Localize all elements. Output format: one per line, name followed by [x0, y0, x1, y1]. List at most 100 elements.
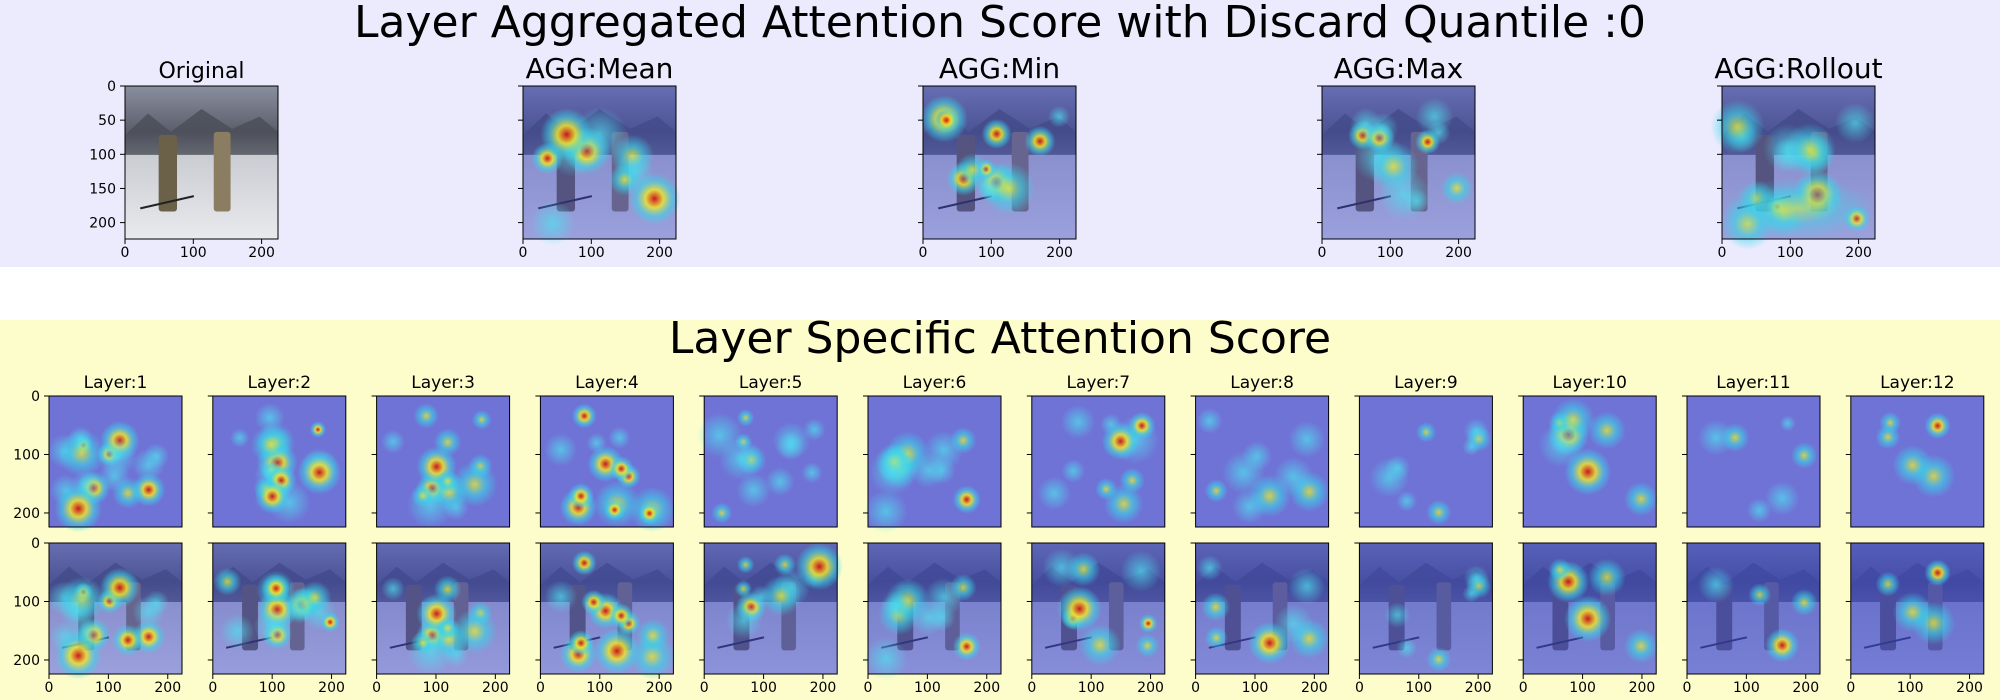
layer-attention-panel: Layer:6 — [863, 373, 1002, 534]
attention-blob — [1790, 442, 1818, 469]
attention-blob — [112, 624, 144, 656]
attention-blob — [544, 580, 578, 614]
attention-blob — [571, 550, 597, 576]
layer-attention-panel: Layer:8 — [1190, 373, 1330, 528]
axes-frame — [922, 85, 1077, 240]
layer-attention-panel: Layer:11 — [1682, 373, 1821, 528]
attention-blob — [736, 555, 755, 574]
x-tick-label: 200 — [1956, 680, 1983, 696]
ski — [140, 195, 195, 210]
layer-overlay-panel: 0 100 200 — [863, 542, 1002, 696]
attention-blob — [1204, 479, 1228, 503]
attention-blob — [1384, 602, 1411, 628]
attention-blob — [864, 489, 908, 534]
y-tick-label: 200 — [13, 653, 40, 669]
attention-blob — [54, 484, 103, 533]
layer-overlay-panel: 0 100 200 — [371, 542, 511, 696]
axes-frame — [376, 395, 511, 528]
attention-blob — [638, 502, 661, 525]
attention-blob — [1288, 420, 1326, 458]
axes-frame — [1850, 395, 1985, 528]
attention-blob — [309, 421, 327, 438]
panel-title: Layer:6 — [903, 373, 967, 393]
attention-blob — [1103, 484, 1144, 524]
layer-overlay-panel: 0 100 200 — [1354, 542, 1493, 696]
x-tick-label: 100 — [586, 680, 613, 696]
attention-blob — [1365, 112, 1399, 146]
x-tick-label: 0 — [121, 245, 130, 261]
attention-blob — [1201, 592, 1231, 622]
x-tick-label: 0 — [1355, 680, 1364, 696]
attention-blob — [1551, 398, 1595, 442]
attention-blob — [452, 608, 498, 654]
panel-title: Original — [158, 59, 244, 84]
x-tick-label: 0 — [1718, 245, 1727, 261]
x-tick-label: 200 — [154, 680, 181, 696]
x-tick-label: 200 — [1845, 245, 1872, 261]
skier-left — [158, 134, 178, 212]
attention-blob — [1623, 481, 1659, 517]
attention-blob — [540, 108, 593, 161]
x-tick-label: 200 — [1445, 245, 1472, 261]
panel-title: AGG:Rollout — [1714, 52, 1882, 85]
layer-overlay-panel: 0 100 200 — [1518, 542, 1659, 696]
y-tick-label: 100 — [13, 447, 40, 463]
panel-title: Layer:3 — [411, 373, 475, 393]
attention-blob — [1892, 445, 1933, 486]
attention-blob — [1463, 418, 1489, 444]
attention-blob — [1710, 99, 1765, 154]
attention-blob — [760, 575, 801, 617]
x-tick-label: 200 — [1137, 680, 1164, 696]
layer-overlay-panel: 0 100 200 0 100 200 — [13, 536, 183, 696]
attention-blob — [1037, 476, 1071, 511]
attention-blob — [411, 483, 435, 508]
attention-blob — [411, 630, 435, 655]
attention-blob — [1204, 626, 1228, 650]
layer-attention-panel: Layer:7 — [1026, 373, 1166, 528]
x-tick-label: 0 — [372, 680, 381, 696]
x-tick-label: 200 — [1465, 680, 1492, 696]
axes-frame — [48, 542, 183, 675]
layer-attention-panel: Layer:1 0 100 200 — [13, 373, 183, 533]
x-tick-label: 0 — [536, 680, 545, 696]
axes-frame — [1522, 395, 1657, 528]
attention-blob — [1763, 123, 1813, 174]
attention-blob — [567, 482, 595, 510]
x-tick-label: 0 — [1846, 680, 1855, 696]
attention-blob — [143, 590, 170, 616]
attention-blob — [581, 589, 607, 615]
attention-region — [1722, 177, 1875, 239]
x-tick-label: 100 — [1733, 680, 1760, 696]
attention-blob — [1747, 498, 1772, 523]
attention-blob — [1440, 171, 1474, 205]
layer-attention-panel: Layer:5 — [696, 373, 838, 528]
attention-blob — [1426, 499, 1452, 525]
axes-frame — [1686, 542, 1821, 675]
attention-blob — [1222, 451, 1265, 494]
attention-blob — [1078, 623, 1122, 666]
attention-blob — [795, 542, 844, 591]
attention-blob — [1196, 408, 1223, 434]
attention-blob — [1135, 633, 1160, 658]
axes-frame — [376, 542, 511, 675]
attention-blob — [213, 567, 242, 596]
panel-title: Layer:2 — [247, 373, 311, 393]
attention-blob — [1396, 637, 1418, 659]
attention-blob — [608, 603, 634, 629]
attention-blob — [1748, 583, 1772, 607]
attention-blob — [250, 424, 291, 465]
attention-blob — [1415, 129, 1441, 155]
attention-blob — [586, 432, 607, 454]
attention-blob — [219, 614, 255, 649]
x-tick-label: 100 — [95, 680, 122, 696]
layer-overlay-panel: 0 100 200 — [535, 542, 676, 696]
aggregated-panel: AGG:Mean 0 100 200 — [518, 52, 681, 261]
attention-blob — [1587, 558, 1626, 597]
attention-blob — [765, 467, 795, 497]
attention-blob — [1564, 595, 1612, 643]
y-tick-label: 0 — [31, 389, 40, 405]
panel-title: Layer:12 — [1880, 373, 1954, 393]
attention-blob — [471, 409, 492, 430]
attention-blob — [603, 499, 626, 521]
